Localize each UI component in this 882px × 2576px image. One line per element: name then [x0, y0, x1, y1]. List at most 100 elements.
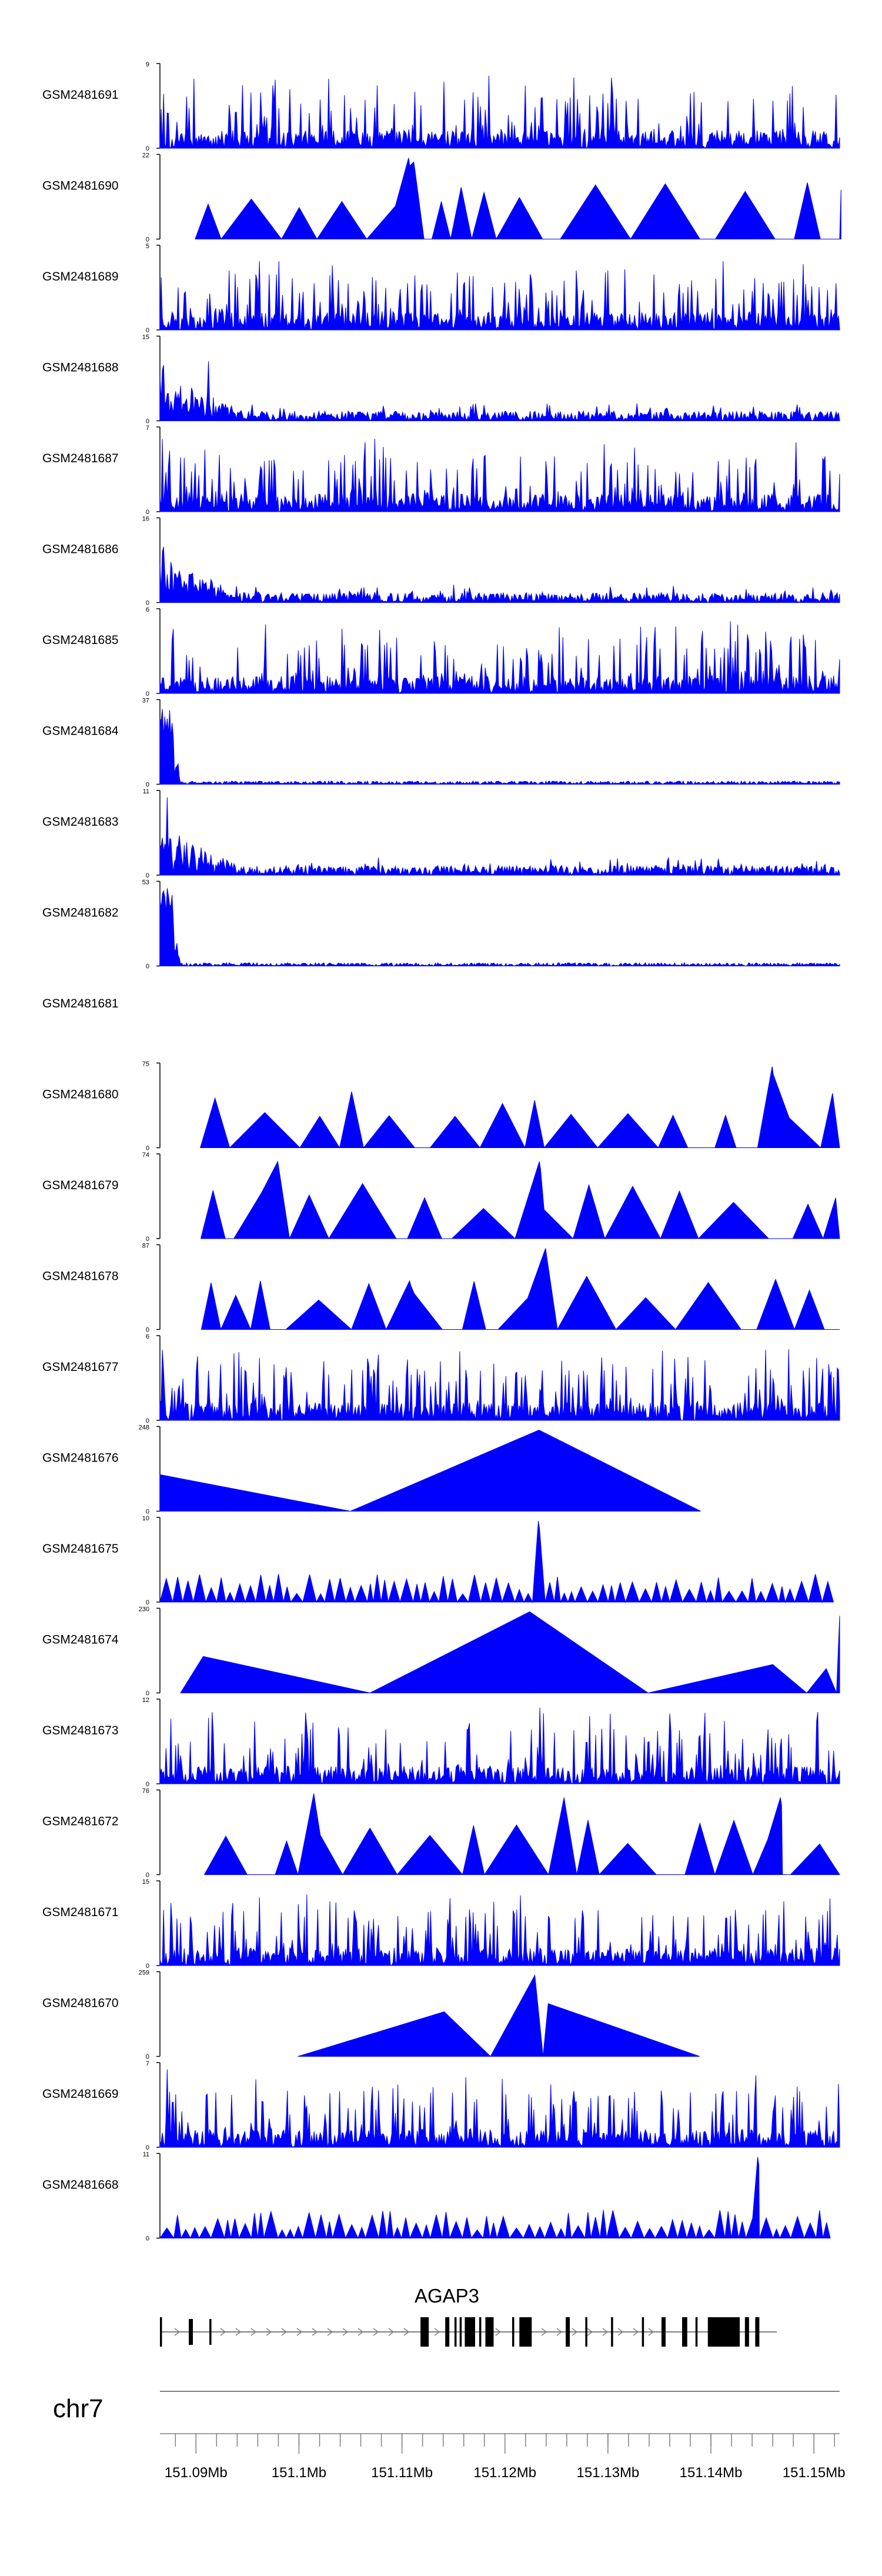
track-gsm2481684: GSM2481684 37 0	[42, 698, 840, 789]
signal-area-gsm2481672	[203, 1793, 840, 1876]
gene-model-agap3: AGAP3	[160, 2285, 777, 2347]
exon	[420, 2317, 429, 2347]
strand-arrow	[373, 2328, 379, 2336]
y-tick-zero-label: 0	[146, 145, 149, 152]
strand-arrow	[220, 2328, 226, 2336]
y-tick-max-label: 9	[146, 61, 149, 68]
signal-area-gsm2481668	[159, 2157, 831, 2240]
y-tick-zero-label: 0	[146, 782, 149, 789]
y-tick-max-label: 259	[139, 1970, 149, 1977]
track-gsm2481678: GSM2481678 87 0	[42, 1243, 840, 1334]
y-tick-zero-label: 0	[146, 600, 149, 607]
y-tick-zero-label: 0	[146, 1872, 149, 1879]
chromosome-label: chr7	[53, 2394, 103, 2423]
track-label: GSM2481683	[42, 815, 119, 829]
exon	[642, 2317, 644, 2347]
signal-area-gsm2481682	[159, 888, 840, 967]
y-tick-zero-label: 0	[146, 509, 149, 516]
y-tick-max-label: 76	[142, 1788, 149, 1795]
track-gsm2481690: GSM2481690 22 0	[42, 152, 841, 243]
track-gsm2481676: GSM2481676 248 0	[42, 1424, 701, 1516]
track-label: GSM2481673	[42, 1724, 119, 1737]
signal-area-gsm2481675	[159, 1520, 834, 1603]
track-label: GSM2481690	[42, 179, 119, 193]
y-tick-max-label: 15	[142, 334, 149, 341]
x-tick-label: 151.15Mb	[783, 2465, 846, 2481]
track-label: GSM2481678	[42, 1270, 119, 1283]
strand-arrow	[342, 2328, 349, 2336]
x-tick-label: 151.13Mb	[577, 2465, 640, 2481]
signal-area-gsm2481670	[298, 1974, 700, 2057]
signal-area-gsm2481683	[159, 797, 840, 876]
track-label: GSM2481669	[42, 2087, 119, 2101]
y-tick-zero-label: 0	[146, 2235, 149, 2243]
track-gsm2481688: GSM2481688 15 0	[42, 334, 840, 425]
y-tick-max-label: 7	[146, 425, 149, 432]
signal-area-gsm2481690	[195, 158, 841, 240]
y-tick-max-label: 12	[142, 1697, 149, 1704]
exon	[566, 2317, 570, 2347]
exon	[519, 2317, 532, 2347]
track-gsm2481670: GSM2481670 259 0	[42, 1970, 700, 2061]
exon	[454, 2317, 457, 2347]
strand-arrow	[434, 2328, 440, 2336]
signal-area-gsm2481686	[159, 546, 840, 603]
y-tick-max-label: 74	[142, 1152, 149, 1159]
track-label: GSM2481686	[42, 543, 119, 556]
strand-arrow	[358, 2328, 364, 2336]
strand-arrow	[281, 2328, 288, 2336]
y-tick-zero-label: 0	[146, 2054, 149, 2061]
strand-arrow	[572, 2328, 578, 2336]
y-tick-max-label: 7	[146, 2060, 149, 2067]
track-gsm2481689: GSM2481689 5 0	[42, 243, 840, 334]
track-gsm2481669: GSM2481669 7 0	[42, 2060, 840, 2151]
exon	[744, 2317, 749, 2347]
y-tick-max-label: 248	[139, 1424, 149, 1432]
y-tick-max-label: 230	[139, 1606, 149, 1613]
y-tick-zero-label: 0	[146, 690, 149, 698]
exon	[707, 2317, 740, 2347]
y-tick-zero-label: 0	[146, 963, 149, 970]
strand-arrow	[541, 2328, 547, 2336]
signal-area-gsm2481674	[180, 1611, 840, 1694]
signal-area-gsm2481689	[159, 261, 840, 331]
track-gsm2481691: GSM2481691 9 0	[42, 61, 840, 152]
y-tick-zero-label: 0	[146, 418, 149, 425]
exon	[695, 2317, 698, 2347]
y-tick-zero-label: 0	[146, 1236, 149, 1243]
track-label: GSM2481688	[42, 361, 119, 375]
y-tick-max-label: 75	[142, 1061, 149, 1068]
x-tick-label: 151.09Mb	[165, 2465, 228, 2481]
y-tick-zero-label: 0	[146, 1509, 149, 1516]
track-label: GSM2481684	[42, 725, 119, 738]
track-label: GSM2481668	[42, 2178, 119, 2192]
track-label: GSM2481679	[42, 1179, 119, 1192]
track-label: GSM2481681	[42, 997, 119, 1010]
track-label: GSM2481677	[42, 1360, 119, 1374]
x-tick-label: 151.12Mb	[473, 2465, 536, 2481]
signal-area-gsm2481684	[159, 709, 840, 785]
track-gsm2481672: GSM2481672 76 0	[42, 1788, 840, 1879]
track-gsm2481687: GSM2481687 7 0	[42, 425, 840, 516]
strand-arrow	[587, 2328, 593, 2336]
signal-area-gsm2481685	[159, 621, 840, 695]
y-tick-max-label: 37	[142, 698, 149, 705]
strand-arrow	[235, 2328, 242, 2336]
y-tick-max-label: 6	[146, 1333, 149, 1340]
exon	[189, 2319, 193, 2345]
strand-arrow	[250, 2328, 257, 2336]
exon	[682, 2317, 687, 2347]
exon	[479, 2317, 482, 2347]
signal-area-gsm2481688	[159, 361, 840, 422]
y-tick-max-label: 15	[142, 1878, 149, 1886]
strand-arrow	[174, 2328, 181, 2336]
x-tick-label: 151.1Mb	[272, 2465, 326, 2481]
y-tick-max-label: 11	[143, 788, 149, 795]
track-label: GSM2481670	[42, 1997, 119, 2010]
y-tick-zero-label: 0	[146, 1690, 149, 1697]
track-label: GSM2481682	[42, 906, 119, 920]
exon	[465, 2317, 475, 2347]
signal-area-gsm2481676	[159, 1429, 701, 1512]
signal-area-gsm2481671	[159, 1894, 840, 1967]
